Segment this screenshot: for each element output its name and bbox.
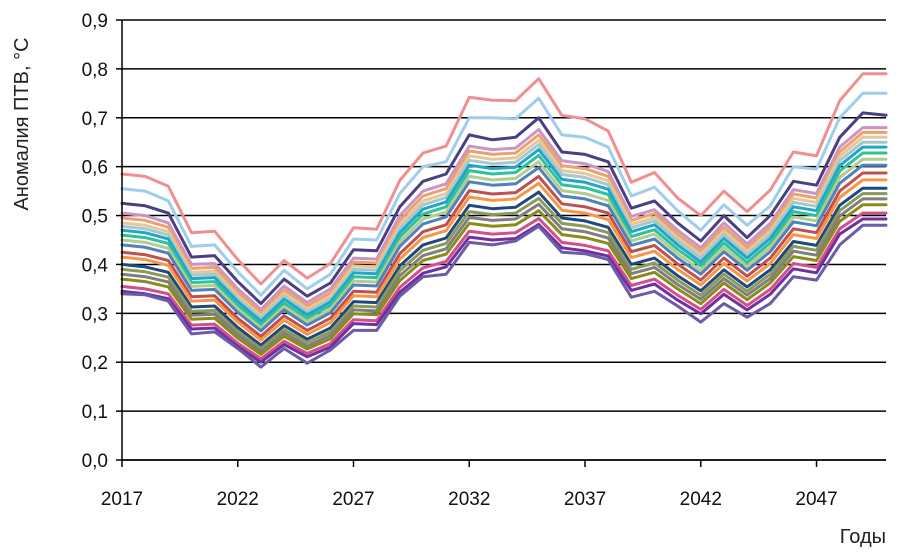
series-line-18 bbox=[120, 211, 888, 361]
x-tick-label: 2032 bbox=[448, 489, 490, 510]
axes bbox=[116, 19, 886, 467]
y-tick-label: 0,1 bbox=[82, 402, 108, 423]
series-line-20 bbox=[120, 223, 888, 369]
series-line-11 bbox=[120, 163, 888, 333]
series-line-19 bbox=[120, 217, 888, 364]
y-tick-label: 0,5 bbox=[82, 207, 108, 228]
y-tick-label: 0,8 bbox=[82, 60, 108, 81]
y-tick-label: 0,0 bbox=[82, 451, 108, 472]
y-axis-label: Аномалия ПТВ, °С bbox=[11, 37, 33, 210]
series-line-1 bbox=[120, 72, 888, 286]
y-tick-label: 0,3 bbox=[82, 304, 108, 325]
x-axis-label: Годы bbox=[840, 526, 886, 548]
x-tick-label: 2022 bbox=[217, 489, 259, 510]
x-tick-label: 2027 bbox=[332, 489, 374, 510]
series-line-8 bbox=[120, 145, 888, 323]
series-line-10 bbox=[120, 157, 888, 330]
y-tick-label: 0,6 bbox=[82, 158, 108, 179]
series-line-3 bbox=[120, 111, 888, 306]
y-tick-label: 0,4 bbox=[82, 255, 109, 276]
series-line-14 bbox=[120, 186, 888, 347]
x-tick-label: 2037 bbox=[564, 489, 606, 510]
series-lines bbox=[120, 72, 888, 369]
series-line-9 bbox=[120, 151, 888, 327]
x-tick-labels: 2017 2022 2027 2032 2037 2042 2047 bbox=[101, 489, 838, 510]
series-line-17 bbox=[120, 203, 888, 356]
x-tick-label: 2047 bbox=[795, 489, 837, 510]
series-line-13 bbox=[120, 178, 888, 342]
y-tick-label: 0,7 bbox=[82, 109, 108, 130]
series-line-6 bbox=[120, 135, 888, 318]
series-line-5 bbox=[120, 130, 888, 315]
x-tick-label: 2042 bbox=[680, 489, 722, 510]
y-tick-label: 0,2 bbox=[82, 353, 108, 374]
series-line-16 bbox=[120, 197, 888, 353]
y-tick-label: 0,9 bbox=[82, 11, 108, 32]
x-tick-label: 2017 bbox=[101, 489, 143, 510]
series-line-12 bbox=[120, 171, 888, 338]
series-line-15 bbox=[120, 192, 888, 350]
series-line-7 bbox=[120, 140, 888, 320]
y-tick-labels: 0,0 0,1 0,2 0,3 0,4 0,5 0,6 0,7 0,8 0,9 bbox=[82, 11, 109, 472]
series-line-4 bbox=[120, 126, 888, 311]
series-line-2 bbox=[120, 91, 888, 297]
